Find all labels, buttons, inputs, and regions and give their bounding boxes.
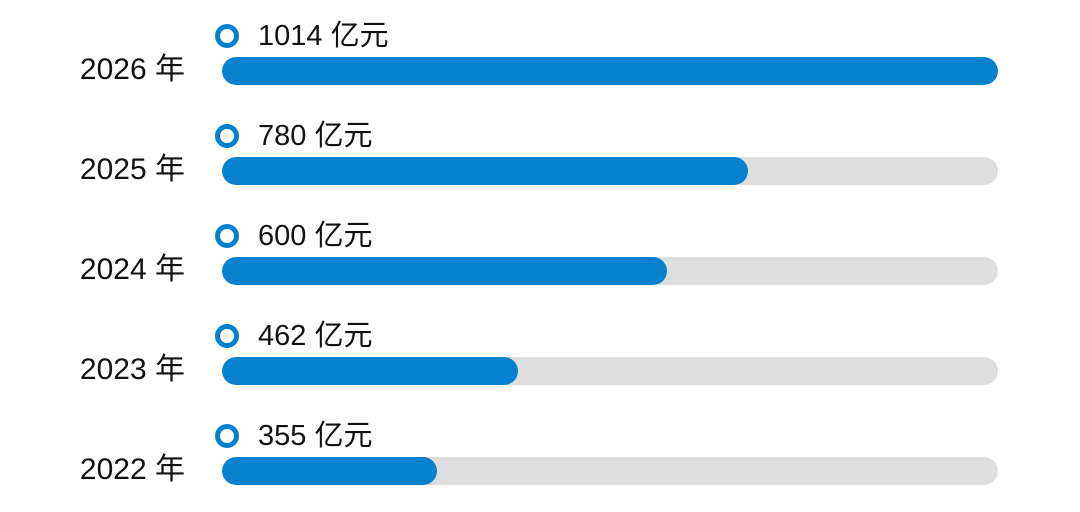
value-label: 355 亿元: [258, 420, 373, 452]
circle-marker-icon: [215, 324, 239, 348]
value-label-line: 600 亿元: [215, 221, 998, 251]
circle-marker-icon: [215, 124, 239, 148]
bar-track: [222, 157, 998, 185]
value-label-line: 1014 亿元: [215, 21, 998, 51]
bar-fill: [222, 357, 518, 385]
bar-fill: [222, 257, 667, 285]
value-label: 1014 亿元: [258, 20, 389, 52]
bar-fill: [222, 457, 437, 485]
row-content: 600 亿元: [215, 221, 998, 285]
bar-fill: [222, 157, 749, 185]
chart-row-2025: 2025 年 780 亿元: [0, 121, 998, 185]
chart-row-2022: 2022 年 355 亿元: [0, 421, 998, 485]
category-label: 2026 年: [79, 53, 185, 86]
circle-marker-icon: [215, 424, 239, 448]
value-label: 780 亿元: [258, 120, 373, 152]
category-label: 2025 年: [79, 153, 185, 186]
chart-row-2023: 2023 年 462 亿元: [0, 321, 998, 385]
bar-track: [222, 357, 998, 385]
category-label: 2023 年: [79, 353, 185, 386]
row-content: 462 亿元: [215, 321, 998, 385]
chart-row-2026: 2026 年 1014 亿元: [0, 21, 998, 85]
value-label-line: 780 亿元: [215, 121, 998, 151]
circle-marker-icon: [215, 224, 239, 248]
value-label-line: 355 亿元: [215, 421, 998, 451]
value-label: 462 亿元: [258, 320, 373, 352]
chart-row-2024: 2024 年 600 亿元: [0, 221, 998, 285]
row-content: 780 亿元: [215, 121, 998, 185]
category-label: 2022 年: [79, 453, 185, 486]
bar-track: [222, 457, 998, 485]
row-content: 1014 亿元: [215, 21, 998, 85]
value-label: 600 亿元: [258, 220, 373, 252]
bar-track: [222, 257, 998, 285]
bar-track: [222, 57, 998, 85]
bar-fill: [222, 57, 998, 85]
value-label-line: 462 亿元: [215, 321, 998, 351]
row-content: 355 亿元: [215, 421, 998, 485]
category-label: 2024 年: [79, 253, 185, 286]
circle-marker-icon: [215, 24, 239, 48]
